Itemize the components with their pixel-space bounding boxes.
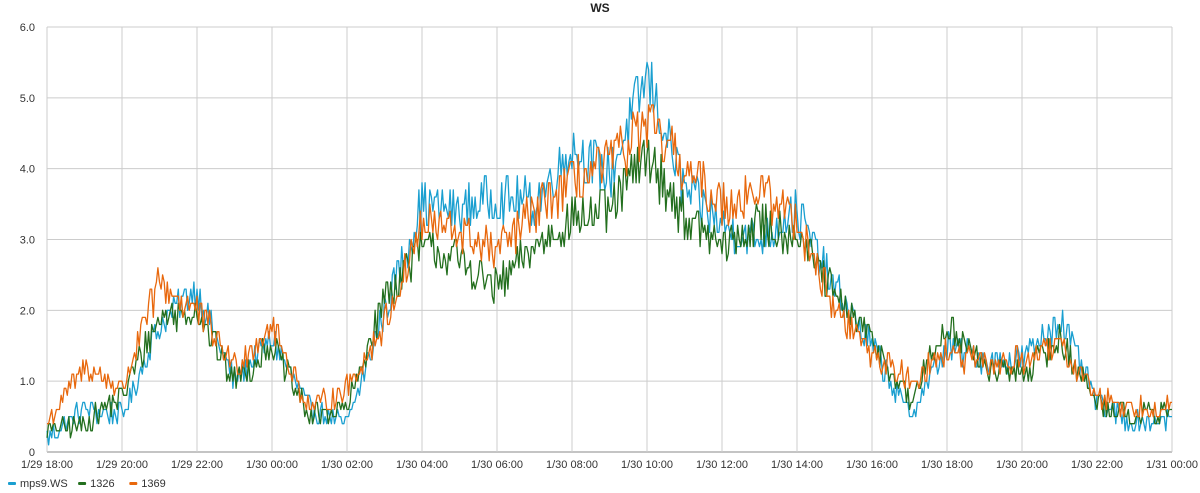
y-tick-label: 2.0 [20,305,35,317]
legend-item: 1326 [78,478,115,490]
series-line-1326 [46,139,1172,439]
y-tick-label: 5.0 [20,93,35,105]
series-line-mps9-ws [46,61,1172,446]
legend-swatch [78,482,87,485]
x-tick-label: 1/30 20:00 [996,459,1048,471]
x-tick-label: 1/30 16:00 [846,459,898,471]
x-tick-label: 1/29 22:00 [171,459,223,471]
axis-layer: 0 1.0 2.0 3.0 4.0 5.0 6.0 1/29 18:00 1/29 20:00 1… [20,22,1198,471]
x-tick-label: 1/30 06:00 [471,459,523,471]
legend-label: mps9.WS [20,478,68,490]
legend-label: 1369 [141,478,165,490]
legend-swatch [8,482,16,485]
legend-label: 1326 [90,478,114,490]
legend-swatch [129,482,138,485]
x-tick-label: 1/30 18:00 [921,459,973,471]
x-tick-label: 1/30 12:00 [696,459,748,471]
chart-title: WS [590,1,609,15]
y-tick-label: 6.0 [20,22,35,34]
legend: mps9.WS 1326 1369 [8,478,166,490]
y-tick-label: 3.0 [20,235,35,247]
x-tick-label: 1/30 22:00 [1071,459,1123,471]
legend-item: mps9.WS [8,478,68,490]
y-tick-label: 0 [29,447,35,459]
y-tick-label: 1.0 [20,376,35,388]
x-tick-label: 1/29 18:00 [21,459,73,471]
x-tick-label: 1/30 00:00 [246,459,298,471]
x-tick-label: 1/30 14:00 [771,459,823,471]
y-tick-label: 4.0 [20,164,35,176]
series-line-1369 [47,104,1172,425]
x-tick-label: 1/30 04:00 [396,459,448,471]
x-tick-label: 1/31 00:00 [1146,459,1198,471]
x-tick-label: 1/30 02:00 [321,459,373,471]
grid-layer [46,26,1173,453]
series-layer [46,61,1172,446]
x-tick-label: 1/29 20:00 [96,459,148,471]
x-tick-label: 1/30 08:00 [546,459,598,471]
legend-item: 1369 [129,478,166,490]
x-tick-label: 1/30 10:00 [621,459,673,471]
